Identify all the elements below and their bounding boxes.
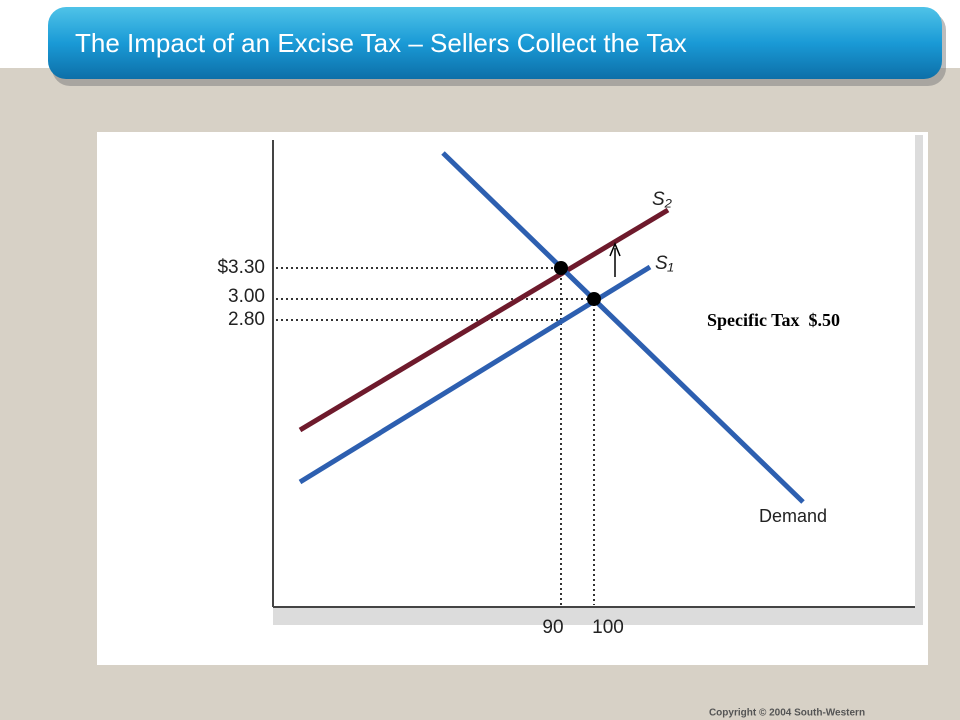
- shift-arrowhead: [609, 242, 621, 257]
- price-label: $3.30: [217, 257, 265, 278]
- title-bar: [48, 7, 942, 79]
- equilibrium-point: [587, 292, 601, 306]
- plot-area: [270, 132, 915, 607]
- price-label: 3.00: [228, 286, 265, 307]
- copyright: Copyright © 2004 South-Western: [709, 708, 865, 719]
- quantity-label: 90: [542, 617, 563, 638]
- title: The Impact of an Excise Tax – Sellers Co…: [75, 28, 687, 58]
- annotation: Specific Tax $.50: [707, 310, 840, 330]
- demand-curve: [441, 151, 805, 504]
- equilibrium-point: [554, 261, 568, 275]
- curve-label: Demand: [759, 506, 827, 526]
- supply-2: [298, 207, 670, 433]
- price-label: 2.80: [228, 309, 265, 330]
- curve-label: S₂: [652, 189, 673, 210]
- quantity-label: 100: [592, 617, 624, 638]
- curve-label: S₁: [655, 253, 674, 274]
